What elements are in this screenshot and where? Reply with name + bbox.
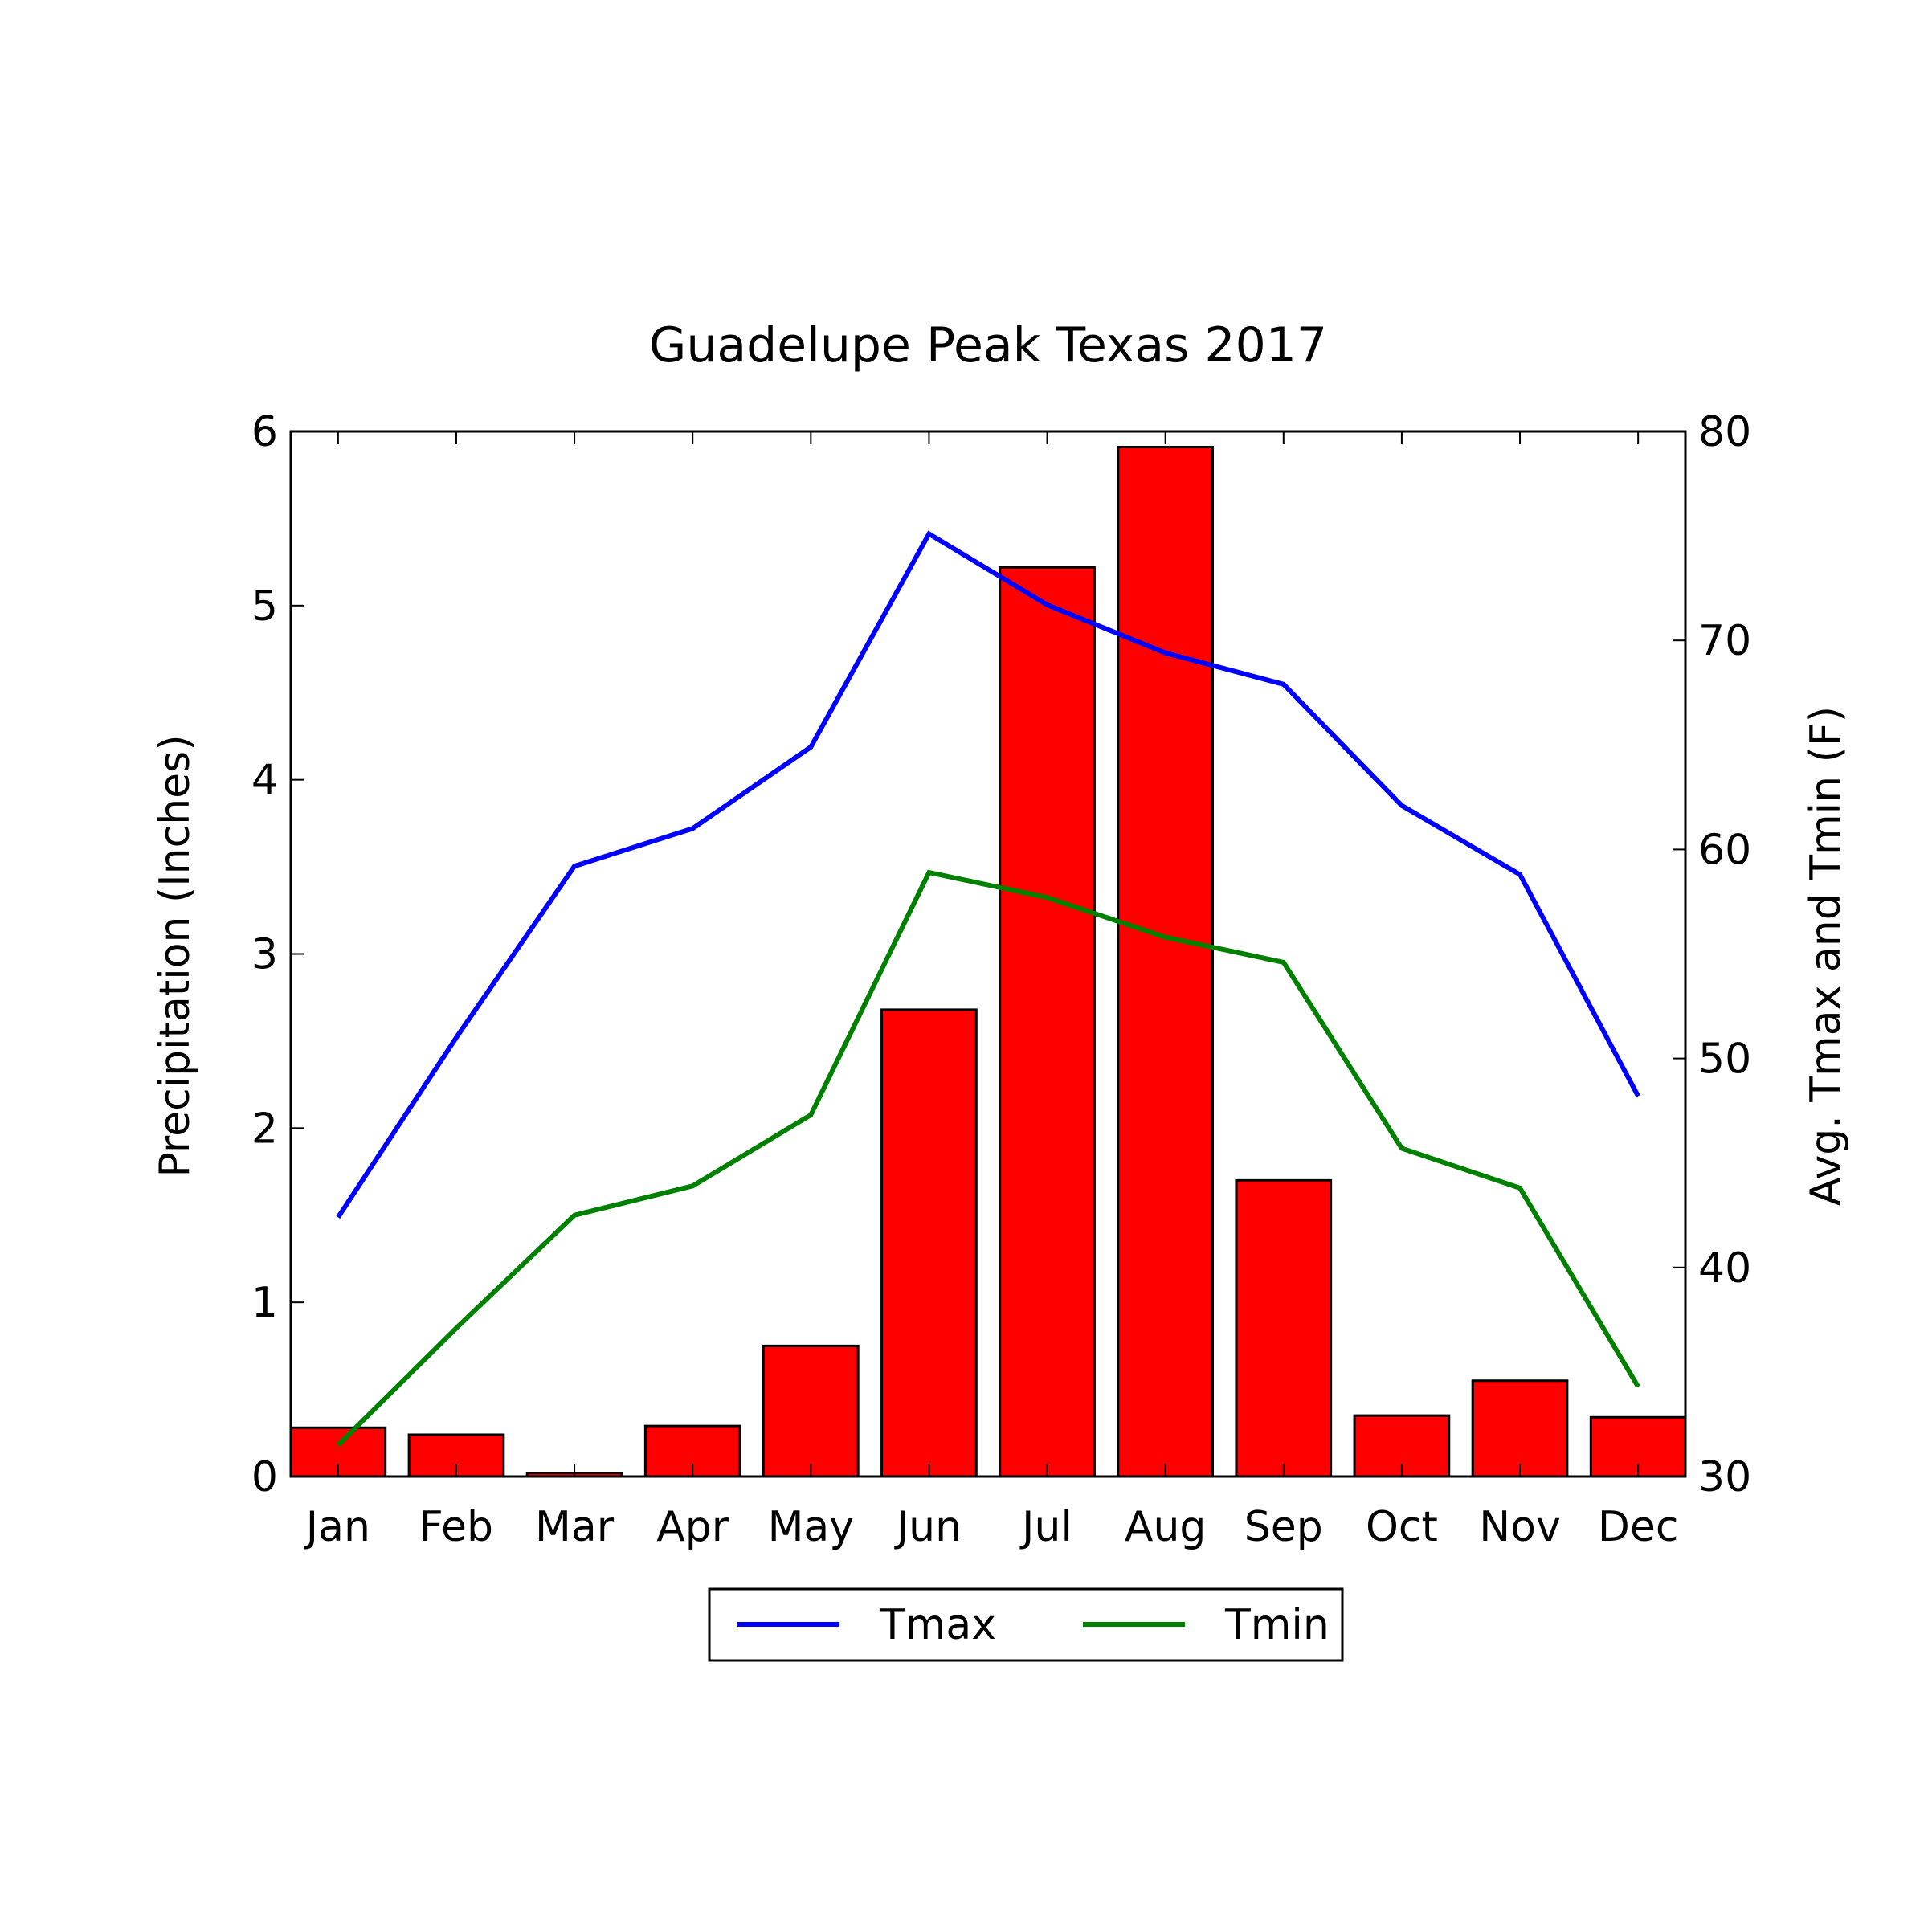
x-tick-label: Jun [894, 1503, 962, 1551]
y-tick-label-left: 2 [251, 1105, 278, 1153]
y-tick-label-right: 80 [1698, 408, 1751, 456]
legend-label-tmax: Tmax [879, 1601, 996, 1649]
y-tick-label-left: 4 [251, 757, 278, 805]
x-tick-label: Mar [535, 1503, 615, 1551]
bar-may [762, 1344, 860, 1478]
y-axis-label-left: Precipitation (Inches) [151, 734, 199, 1177]
y-tick-label-right: 60 [1698, 826, 1751, 874]
y-tick-label-right: 40 [1698, 1244, 1751, 1293]
series-line-tmin [336, 869, 1640, 1448]
x-tick-label: May [768, 1503, 855, 1551]
y-tick-label-left: 3 [251, 931, 278, 979]
y-tick-label-right: 70 [1698, 617, 1751, 665]
x-tick-label: Nov [1479, 1503, 1561, 1551]
y-tick-label-left: 0 [251, 1453, 278, 1501]
x-tick-label: Oct [1366, 1503, 1438, 1551]
lines-layer [336, 530, 1640, 1448]
plot-frame [289, 430, 1687, 1478]
bar-nov [1471, 1379, 1569, 1478]
bar-jun [880, 1008, 978, 1478]
x-tick-label: Apr [656, 1503, 729, 1551]
legend-label-tmin: Tmin [1224, 1601, 1330, 1649]
x-tick-label: Jan [304, 1503, 370, 1551]
x-tick-label: Jul [1019, 1503, 1072, 1551]
y-tick-label-left: 1 [251, 1279, 278, 1327]
y-tick-label-left: 6 [251, 408, 278, 456]
y-tick-label-right: 30 [1698, 1453, 1751, 1501]
x-tick-label: Dec [1598, 1503, 1679, 1551]
x-tick-label: Sep [1244, 1503, 1323, 1551]
y-axis-label-right: Avg. Tmax and Tmin (F) [1802, 706, 1850, 1206]
series-line-tmax [336, 530, 1640, 1219]
bars-layer [289, 446, 1687, 1478]
chart-title: Guadelupe Peak Texas 2017 [649, 317, 1327, 374]
bar-aug [1117, 446, 1215, 1478]
x-tick-label: Aug [1125, 1503, 1207, 1551]
axes-layer: 0 1 2 3 4 5 6 30 40 50 60 70 80 Jan Feb Mar Apr May Jun Jul… [251, 408, 1751, 1551]
bar-sep [1235, 1178, 1333, 1478]
legend: Tmax Tmin [708, 1587, 1344, 1662]
x-tick-label: Feb [419, 1503, 493, 1551]
y-tick-label-left: 5 [251, 582, 278, 631]
y-tick-label-right: 50 [1698, 1035, 1751, 1084]
bar-jul [999, 566, 1096, 1478]
